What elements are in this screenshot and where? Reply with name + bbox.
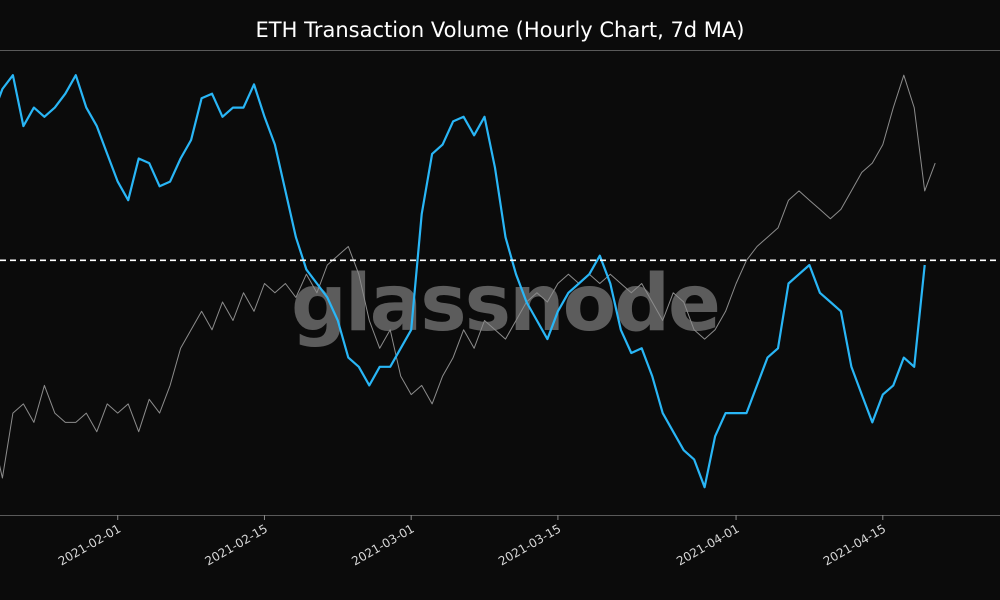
watermark-logo: glassnode — [291, 259, 719, 349]
series-line-1 — [0, 74, 936, 479]
chart-title: ETH Transaction Volume (Hourly Chart, 7d… — [256, 18, 745, 42]
series-layer — [0, 74, 936, 489]
series-line-0 — [0, 74, 926, 489]
